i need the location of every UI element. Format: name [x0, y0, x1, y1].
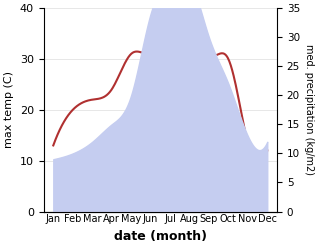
X-axis label: date (month): date (month) — [114, 230, 207, 243]
Y-axis label: max temp (C): max temp (C) — [4, 71, 14, 148]
Y-axis label: med. precipitation (kg/m2): med. precipitation (kg/m2) — [304, 44, 314, 175]
